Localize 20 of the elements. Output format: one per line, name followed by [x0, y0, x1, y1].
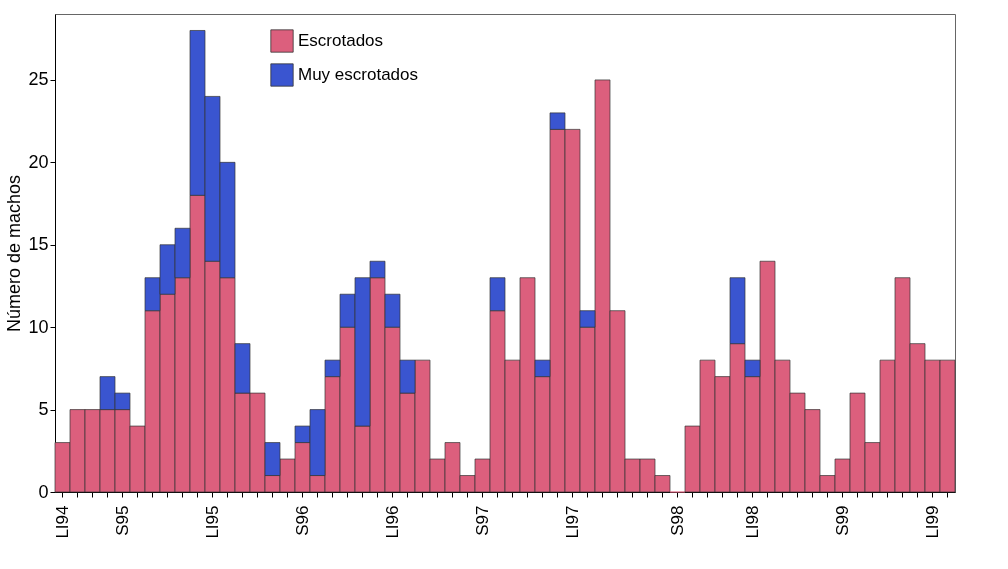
x-tick-label: S99 [832, 505, 852, 536]
y-tick-label: 10 [28, 316, 49, 337]
legend-label: Muy escrotados [298, 65, 418, 84]
y-tick-label: 5 [38, 399, 49, 420]
x-tick-label: LI96 [382, 505, 402, 539]
x-tick-label: LI97 [562, 505, 582, 539]
x-tick-label: S97 [472, 505, 492, 536]
y-axis-title: Número de machos [4, 174, 25, 333]
x-tick-label: S98 [667, 505, 687, 536]
y-tick-label: 15 [28, 234, 49, 255]
legend-label: Escrotados [298, 31, 384, 50]
y-tick-label: 25 [28, 69, 49, 90]
y-tick-label: 20 [28, 151, 49, 172]
x-tick-label: LI98 [742, 505, 762, 539]
y-tick-label: 0 [38, 481, 49, 502]
x-tick-label: S95 [112, 505, 132, 536]
x-tick-label: S96 [292, 505, 312, 536]
x-tick-label: LI95 [202, 505, 222, 539]
x-tick-label: LI99 [922, 505, 942, 539]
x-tick-label: LI94 [52, 505, 72, 539]
